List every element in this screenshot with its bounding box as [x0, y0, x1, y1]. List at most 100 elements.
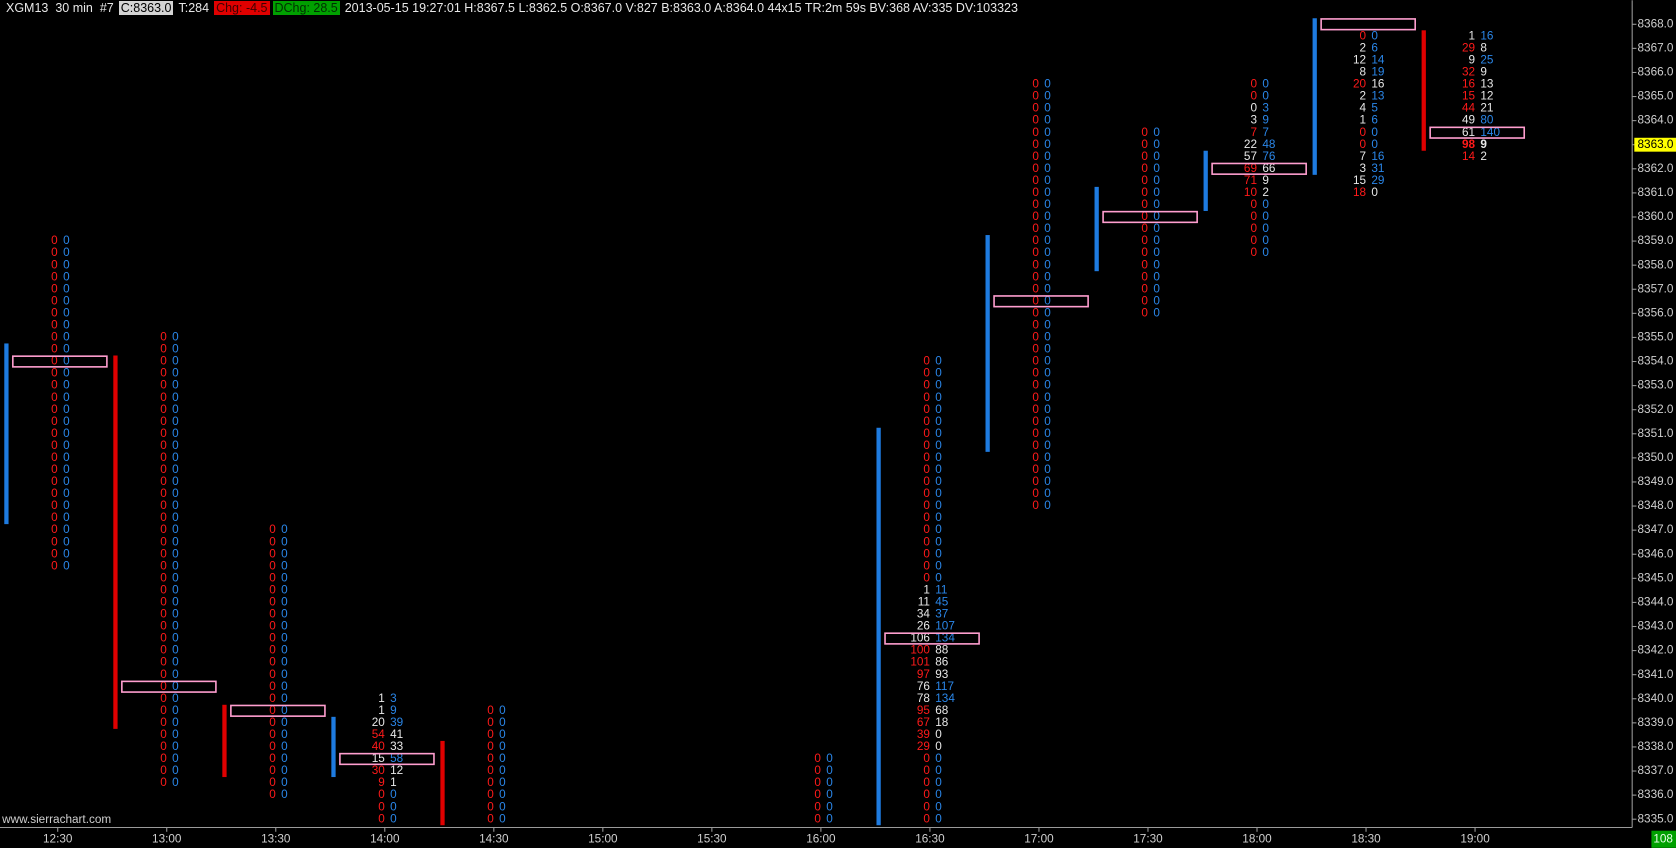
bid-volume: 11 — [918, 596, 930, 609]
bid-volume: 0 — [1250, 234, 1257, 247]
bid-volume: 0 — [51, 234, 58, 247]
bid-volume: 0 — [1359, 138, 1366, 151]
bid-volume: 3 — [1359, 162, 1366, 175]
poc-box — [1211, 162, 1307, 175]
bid-volume: 0 — [1032, 186, 1039, 199]
bid-volume: 0 — [160, 728, 167, 741]
ask-volume: 0 — [1153, 138, 1160, 151]
bid-volume: 0 — [923, 403, 930, 416]
bid-volume: 0 — [1032, 403, 1039, 416]
ask-volume: 0 — [172, 331, 179, 344]
y-tick-label: 8345.0 — [1638, 571, 1674, 584]
bid-volume: 0 — [160, 547, 167, 560]
y-tick-label: 8368.0 — [1638, 17, 1674, 30]
ask-volume: 0 — [1044, 331, 1051, 344]
ask-volume: 19 — [1371, 66, 1384, 79]
ask-volume: 0 — [1153, 222, 1160, 235]
bid-volume: 0 — [814, 764, 821, 777]
bid-volume: 0 — [160, 716, 167, 729]
bid-volume: 0 — [51, 559, 58, 572]
bid-volume: 0 — [160, 704, 167, 717]
y-tick-label: 8366.0 — [1638, 66, 1674, 79]
poc-box — [884, 632, 980, 645]
ask-volume: 0 — [172, 571, 179, 584]
ask-volume: 0 — [826, 764, 833, 777]
ask-volume: 0 — [1371, 29, 1378, 42]
bid-volume: 0 — [51, 427, 58, 440]
bid-volume: 0 — [1141, 222, 1148, 235]
ask-volume: 0 — [935, 367, 942, 380]
ask-volume: 0 — [172, 475, 179, 488]
bid-volume: 0 — [1250, 246, 1257, 259]
bid-volume: 0 — [51, 246, 58, 259]
ask-volume: 0 — [1153, 282, 1160, 295]
ask-volume: 0 — [1044, 102, 1051, 115]
ask-volume: 0 — [172, 656, 179, 669]
ask-volume: 0 — [1044, 90, 1051, 103]
ask-volume: 0 — [935, 475, 942, 488]
bid-volume: 0 — [1032, 162, 1039, 175]
ask-volume: 0 — [281, 644, 288, 657]
ask-volume: 9 — [1262, 174, 1269, 187]
ask-volume: 58 — [390, 752, 404, 765]
bid-volume: 0 — [269, 788, 276, 801]
bid-volume: 0 — [269, 656, 276, 669]
ask-volume: 0 — [172, 367, 179, 380]
bid-volume: 0 — [1359, 126, 1366, 139]
bid-volume: 0 — [160, 451, 167, 464]
bid-volume: 0 — [51, 331, 58, 344]
bid-volume: 0 — [160, 403, 167, 416]
y-tick-label: 8355.0 — [1638, 331, 1674, 344]
bid-volume: 0 — [923, 415, 930, 428]
bid-volume: 0 — [923, 800, 930, 813]
bid-volume: 0 — [487, 740, 494, 753]
ask-volume: 3 — [390, 692, 397, 705]
bid-volume: 106 — [910, 632, 930, 645]
ask-volume: 0 — [1153, 174, 1160, 187]
ask-volume: 2 — [1262, 186, 1269, 199]
ask-volume: 0 — [499, 704, 506, 717]
ask-volume: 39 — [390, 716, 403, 729]
bid-volume: 0 — [269, 740, 276, 753]
bid-volume: 0 — [51, 306, 58, 319]
ask-volume: 0 — [281, 716, 288, 729]
ask-volume: 45 — [935, 596, 949, 609]
bid-volume: 0 — [378, 812, 385, 825]
ask-volume: 0 — [826, 752, 833, 765]
bid-volume: 1 — [923, 583, 930, 596]
ask-volume: 0 — [172, 535, 179, 548]
ask-volume: 0 — [1153, 210, 1160, 223]
ask-volume: 0 — [826, 800, 833, 813]
ask-volume: 0 — [281, 776, 288, 789]
bid-volume: 0 — [1032, 126, 1039, 139]
bid-volume: 0 — [1250, 102, 1257, 115]
ask-volume: 0 — [935, 788, 942, 801]
bid-volume: 0 — [160, 583, 167, 596]
ask-volume: 0 — [1044, 246, 1051, 259]
poc-box — [230, 704, 326, 717]
ask-volume: 13 — [1480, 78, 1494, 91]
ask-volume: 0 — [826, 812, 833, 825]
bid-volume: 12 — [1353, 54, 1366, 67]
ask-volume: 0 — [390, 800, 397, 813]
poc-box — [1429, 126, 1526, 139]
bid-volume: 0 — [923, 439, 930, 452]
ask-volume: 0 — [1044, 174, 1051, 187]
bid-volume: 0 — [1141, 162, 1148, 175]
ask-volume: 0 — [1262, 222, 1269, 235]
bid-volume: 0 — [1032, 391, 1039, 404]
bid-volume: 26 — [917, 620, 931, 633]
ask-volume: 8 — [1480, 41, 1487, 54]
bid-volume: 0 — [1141, 234, 1148, 247]
poc-box — [12, 355, 108, 368]
bid-volume: 0 — [51, 415, 58, 428]
ask-volume: 0 — [172, 632, 179, 645]
bid-volume: 4 — [1359, 102, 1366, 115]
bid-volume: 0 — [1141, 282, 1148, 295]
ask-volume: 5 — [1371, 102, 1378, 115]
ask-volume: 0 — [935, 439, 942, 452]
bid-volume: 0 — [1032, 306, 1039, 319]
ask-volume: 9 — [1262, 114, 1269, 127]
bid-volume: 0 — [1032, 355, 1039, 368]
ask-volume: 0 — [281, 752, 288, 765]
